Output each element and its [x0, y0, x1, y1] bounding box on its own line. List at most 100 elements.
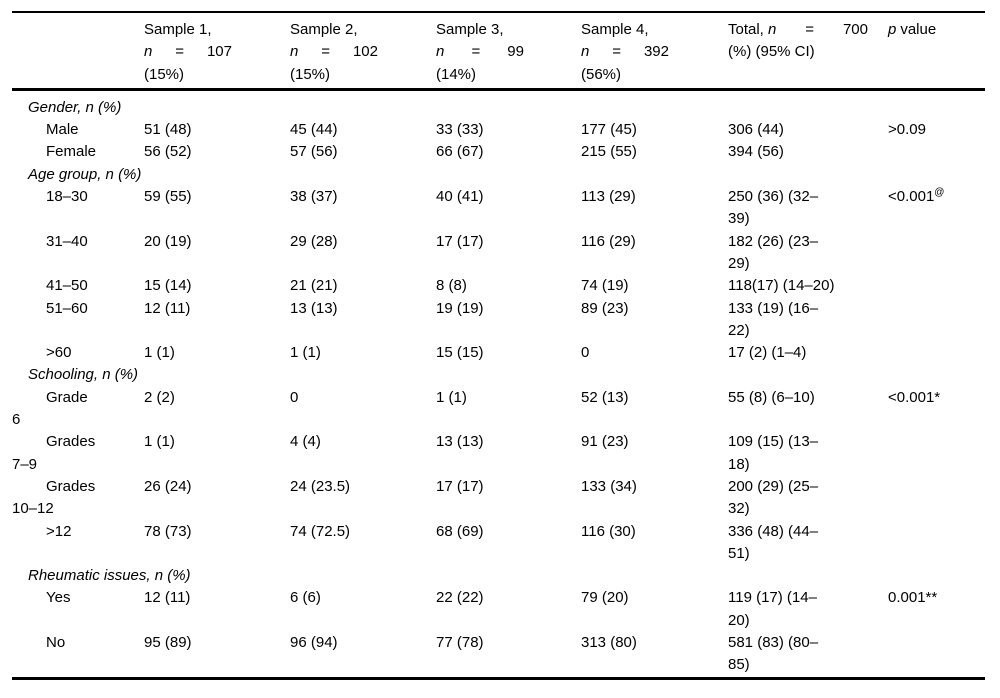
- cell-sample4: 133 (34): [581, 477, 637, 495]
- equals-sign: =: [175, 43, 185, 61]
- n-value: 102: [352, 43, 378, 61]
- n-symbol: n: [436, 43, 445, 61]
- cell-sample1: 12 (11): [144, 589, 191, 607]
- cell-sample3: 19 (19): [436, 299, 484, 317]
- header-sample-3: Sample 3, n = 99 (14%): [436, 12, 581, 89]
- header-sample-2: Sample 2, n = 102 (15%): [290, 12, 436, 89]
- header-sample-2-pct: (15%): [290, 65, 331, 83]
- statistics-table: Sample 1, n = 107 (15%) Sample 2, n = 10…: [12, 11, 985, 680]
- cell-sample1: 1 (1): [144, 433, 175, 451]
- n-value: 107: [206, 43, 232, 61]
- table-row-yes: Yes 12 (11) 6 (6) 22 (22) 79 (20) 119 (1…: [12, 587, 985, 632]
- row-label: 41–50: [46, 277, 88, 295]
- cell-p-value: [888, 476, 985, 521]
- cell-sample2: 45 (44): [290, 121, 338, 139]
- cell-sample2: 0: [290, 388, 299, 406]
- header-sample-1-title: Sample 1,: [144, 21, 212, 38]
- cell-sample3: 13 (13): [436, 433, 484, 451]
- cell-sample2: 1 (1): [290, 344, 321, 362]
- cell-sample3: 22 (22): [436, 589, 484, 607]
- header-sample-4-pct: (56%): [581, 65, 622, 83]
- equals-sign: =: [321, 43, 331, 61]
- cell-sample2: 13 (13): [290, 299, 338, 317]
- table-row-grades-10-12: Grades 10–12 26 (24) 24 (23.5) 17 (17) 1…: [12, 476, 985, 521]
- n-symbol: n: [581, 43, 590, 61]
- table-row-over-60: >60 1 (1) 1 (1) 15 (15) 0 17 (2) (1–4): [12, 342, 985, 364]
- row-label: >60: [46, 344, 72, 362]
- cell-sample2: 4 (4): [290, 433, 321, 451]
- n-value: 700: [842, 21, 868, 38]
- cell-sample4: 0: [581, 344, 590, 362]
- p-value-text: <0.001*: [888, 388, 941, 406]
- cell-sample3: 77 (78): [436, 634, 484, 652]
- p-symbol: p: [888, 21, 897, 38]
- row-label: Female: [46, 143, 97, 161]
- header-sample-4-title: Sample 4,: [581, 21, 649, 38]
- cell-p-value: [888, 141, 985, 163]
- cell-p-value: [888, 431, 985, 476]
- cell-sample3: 17 (17): [436, 477, 484, 495]
- cell-sample3: 8 (8): [436, 277, 467, 295]
- section-row-rheumatic-issues: Rheumatic issues, n (%): [12, 565, 985, 587]
- section-label: Age group, n (%): [28, 165, 142, 183]
- p-value-superscript: @: [934, 187, 945, 199]
- cell-sample4: 91 (23): [581, 433, 629, 451]
- p-value-text: 0.001**: [888, 589, 938, 607]
- cell-total: 109 (15) (13– 18): [728, 433, 819, 473]
- cell-sample2: 21 (21): [290, 277, 338, 295]
- cell-sample1: 2 (2): [144, 388, 175, 406]
- cell-sample2: 74 (72.5): [290, 522, 351, 540]
- cell-total: 118(17) (14–20): [728, 277, 835, 295]
- cell-sample2: 96 (94): [290, 634, 338, 652]
- section-row-schooling: Schooling, n (%): [12, 364, 985, 386]
- cell-sample4: 74 (19): [581, 277, 629, 295]
- cell-sample1: 15 (14): [144, 277, 192, 295]
- table-row-male: Male 51 (48) 45 (44) 33 (33) 177 (45) 30…: [12, 119, 985, 141]
- cell-sample1: 1 (1): [144, 344, 175, 362]
- cell-sample1: 59 (55): [144, 188, 192, 206]
- header-total: Total, n = 700 (%) (95% CI): [728, 12, 888, 89]
- cell-sample2: 38 (37): [290, 188, 338, 206]
- cell-total: 306 (44): [728, 121, 784, 139]
- cell-p-value: <0.001@: [888, 186, 985, 231]
- cell-total: 250 (36) (32– 39): [728, 188, 819, 228]
- header-total-ci: (%) (95% CI): [728, 43, 815, 61]
- row-label: >12: [46, 522, 72, 540]
- cell-sample3: 66 (67): [436, 143, 484, 161]
- cell-p-value: [888, 342, 985, 364]
- cell-sample3: 15 (15): [436, 344, 484, 362]
- cell-total: 17 (2) (1–4): [728, 344, 807, 362]
- cell-p-value: <0.001*: [888, 387, 985, 432]
- cell-sample4: 116 (29): [581, 232, 636, 250]
- n-value: 392: [643, 43, 669, 61]
- table-row-31-40: 31–40 20 (19) 29 (28) 17 (17) 116 (29) 1…: [12, 231, 985, 276]
- table-row-51-60: 51–60 12 (11) 13 (13) 19 (19) 89 (23) 13…: [12, 298, 985, 343]
- row-label: No: [46, 634, 66, 652]
- cell-sample4: 113 (29): [581, 188, 636, 206]
- p-value-word: value: [900, 21, 937, 38]
- header-sample-2-title: Sample 2,: [290, 21, 358, 38]
- row-label: Grades 7–9: [12, 433, 96, 473]
- cell-sample2: 6 (6): [290, 589, 321, 607]
- table-row-41-50: 41–50 15 (14) 21 (21) 8 (8) 74 (19) 118(…: [12, 275, 985, 297]
- section-label: Gender, n (%): [28, 98, 122, 116]
- table-row-female: Female 56 (52) 57 (56) 66 (67) 215 (55) …: [12, 141, 985, 163]
- row-label: Yes: [46, 589, 71, 607]
- n-value: 99: [507, 43, 524, 61]
- row-label: 18–30: [46, 188, 88, 206]
- header-sample-3-n-line: n = 99: [436, 41, 524, 63]
- cell-sample1: 78 (73): [144, 522, 192, 540]
- section-label: Schooling, n (%): [28, 366, 139, 384]
- cell-total: 55 (8) (6–10): [728, 388, 815, 406]
- cell-total: 336 (48) (44– 51): [728, 522, 819, 562]
- cell-total: 182 (26) (23– 29): [728, 232, 819, 272]
- header-sample-4: Sample 4, n = 392 (56%): [581, 12, 728, 89]
- n-symbol: n: [290, 43, 299, 61]
- equals-sign: =: [471, 43, 481, 61]
- header-sample-1-pct: (15%): [144, 65, 185, 83]
- cell-p-value: [888, 521, 985, 566]
- row-label: Male: [46, 121, 79, 139]
- table-row-grade-6: Grade 6 2 (2) 0 1 (1) 52 (13) 55 (8) (6–…: [12, 387, 985, 432]
- cell-sample1: 56 (52): [144, 143, 192, 161]
- cell-sample4: 116 (30): [581, 522, 636, 540]
